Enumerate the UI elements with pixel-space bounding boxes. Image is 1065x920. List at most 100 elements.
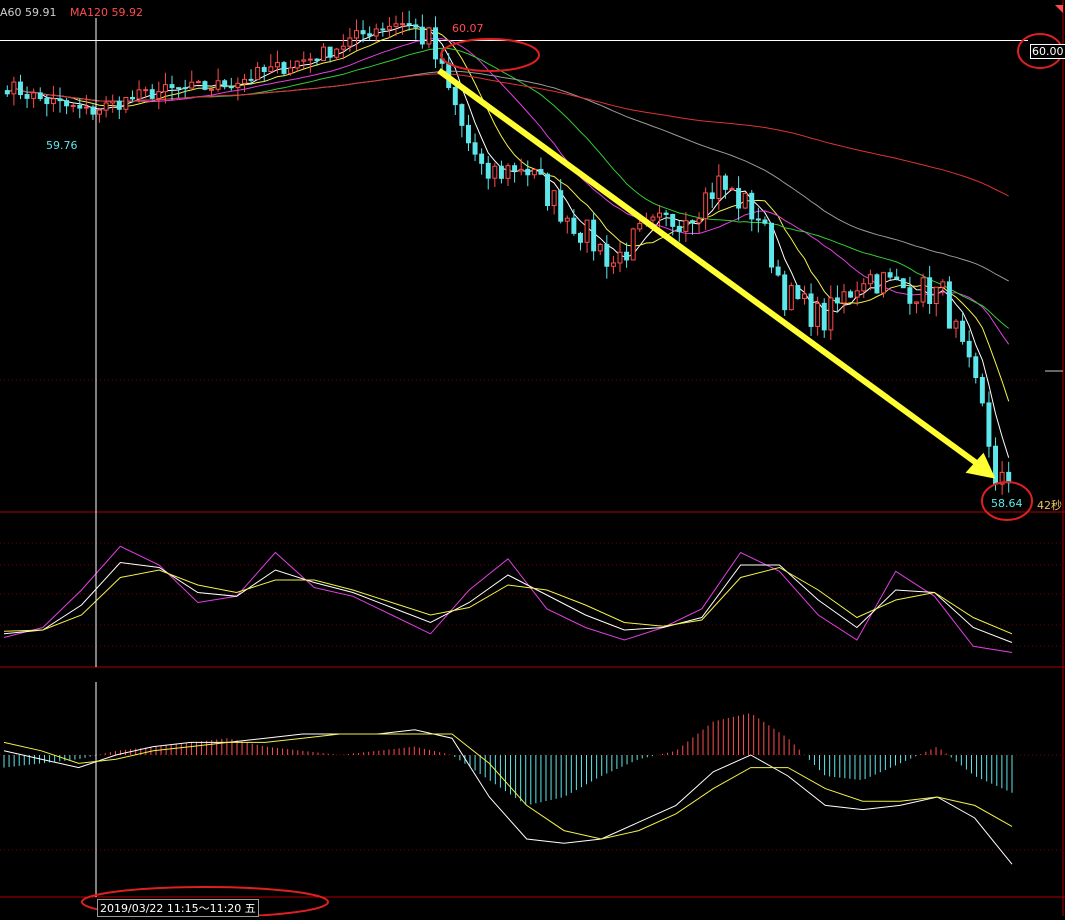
candle-body xyxy=(479,153,485,164)
candle-body xyxy=(986,402,992,447)
candle-body xyxy=(433,27,439,60)
candle-body xyxy=(24,94,30,99)
candle-body xyxy=(97,109,103,115)
candle-body xyxy=(294,60,300,69)
candle-body xyxy=(525,168,531,176)
candle-body xyxy=(729,188,735,191)
candle-body xyxy=(512,165,518,172)
candle-body xyxy=(90,106,96,115)
candle-body xyxy=(367,33,373,37)
candle-body xyxy=(558,190,564,222)
candle-body xyxy=(742,192,748,209)
candle-body xyxy=(314,58,320,61)
candle-body xyxy=(70,104,76,107)
candle-body xyxy=(821,302,827,331)
candle-body xyxy=(129,96,135,100)
candle-body xyxy=(854,290,860,298)
candle-body xyxy=(913,301,919,304)
candle-body xyxy=(426,27,432,45)
candle-body xyxy=(321,46,327,61)
ma120-label: MA120 59.92 xyxy=(70,6,143,19)
candle-body xyxy=(769,222,775,268)
candle-body xyxy=(360,30,366,35)
candle-body xyxy=(472,142,478,155)
candle-body xyxy=(485,162,491,179)
candle-body xyxy=(288,67,294,74)
candle-body xyxy=(393,23,399,27)
candle-body xyxy=(953,320,959,329)
candle-body xyxy=(577,232,583,243)
candle-body xyxy=(189,81,195,89)
candle-body xyxy=(894,276,900,280)
countdown-timer: 42秒 xyxy=(1037,499,1062,512)
candle-body xyxy=(327,46,333,58)
trend-arrow-shaft xyxy=(437,68,984,470)
candle-body xyxy=(775,266,781,276)
candle-body xyxy=(347,37,353,47)
ma60-label: A60 59.91 xyxy=(0,6,57,19)
candle-body xyxy=(380,28,386,31)
candle-body xyxy=(630,228,636,261)
candle-body xyxy=(637,223,643,230)
candle-body xyxy=(413,24,419,28)
kdj-line-1 xyxy=(3,561,1013,643)
candle-body xyxy=(156,91,162,99)
candle-body xyxy=(933,286,939,305)
candle-body xyxy=(670,213,676,227)
candle-body xyxy=(801,293,807,300)
candle-body xyxy=(261,67,267,72)
candle-body xyxy=(834,297,840,304)
candle-body xyxy=(136,89,142,100)
candle-body xyxy=(123,96,129,110)
candle-body xyxy=(782,274,788,311)
candle-body xyxy=(788,285,794,311)
candle-body xyxy=(881,272,887,294)
candle-body xyxy=(116,100,122,110)
candle-body xyxy=(762,219,768,224)
candle-body xyxy=(110,100,116,104)
candle-body xyxy=(749,192,755,220)
candle-body xyxy=(907,287,913,304)
candle-body xyxy=(703,192,709,220)
candle-body xyxy=(696,218,702,224)
candle-body xyxy=(301,59,307,62)
candle-body xyxy=(248,78,254,81)
candle-body xyxy=(400,23,406,26)
candle-body xyxy=(334,48,340,58)
candle-body xyxy=(505,165,511,179)
candle-body xyxy=(222,80,228,88)
candle-body xyxy=(406,23,412,26)
candle-body xyxy=(716,175,722,199)
last-price-marker-circle xyxy=(981,481,1033,521)
candle-body xyxy=(999,471,1005,485)
macd-line-1 xyxy=(3,733,1013,840)
candle-body xyxy=(255,67,261,80)
kdj-line-0 xyxy=(3,545,1013,653)
candle-body xyxy=(867,274,873,285)
candle-body xyxy=(650,216,656,221)
candle-body xyxy=(973,356,979,379)
candle-body xyxy=(571,217,577,234)
candle-body xyxy=(182,87,188,90)
candle-body xyxy=(617,251,623,264)
candle-body xyxy=(676,225,682,232)
candle-body xyxy=(584,219,590,243)
candle-body xyxy=(966,340,972,358)
candle-body xyxy=(624,251,630,261)
candle-body xyxy=(386,25,392,30)
candle-body xyxy=(689,220,695,224)
candle-body xyxy=(241,78,247,84)
candle-body xyxy=(610,262,616,267)
macd-line-0 xyxy=(3,729,1013,865)
macd-indicator-panel xyxy=(3,713,1013,865)
candle-body xyxy=(64,100,70,107)
candle-body xyxy=(83,106,89,109)
candle-body xyxy=(465,124,471,144)
kdj-line-2 xyxy=(3,566,1013,635)
annotation-overlay xyxy=(81,5,1063,918)
candle-body xyxy=(795,285,801,300)
candle-body xyxy=(452,87,458,106)
candle-body xyxy=(946,281,952,329)
